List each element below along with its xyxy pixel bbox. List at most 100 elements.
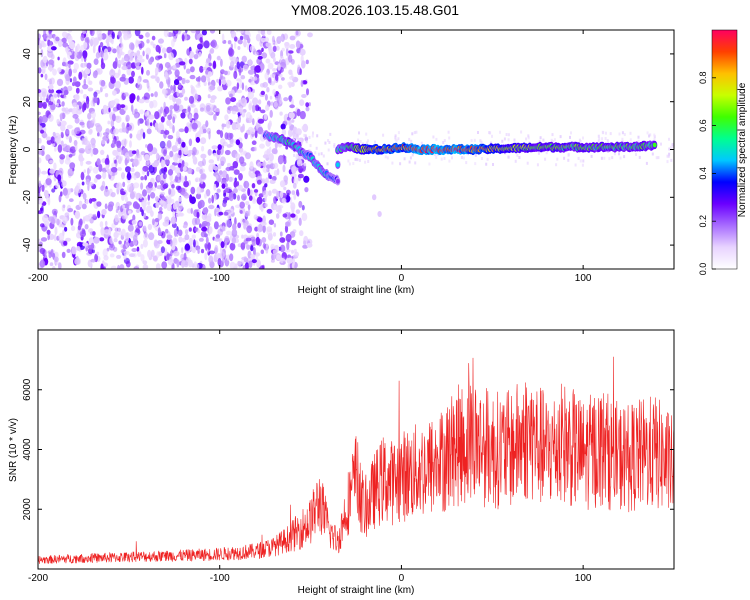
spectrogram-noise-cell	[58, 194, 62, 203]
spectrogram-noise-cell	[142, 239, 148, 248]
spectrogram-noise-cell	[139, 58, 145, 63]
spectrogram-noise-cell	[233, 188, 238, 194]
spectrogram-haze-cell	[358, 131, 360, 135]
spectrogram-noise-cell	[239, 201, 245, 209]
spectrogram-noise-cell	[190, 30, 197, 34]
spectrogram-haze-cell	[501, 139, 504, 143]
spectrogram-noise-cell	[246, 111, 252, 121]
spectrogram-haze-cell	[300, 141, 303, 145]
spectrogram-noise-cell	[303, 175, 310, 183]
spectrogram-noise-cell	[131, 219, 137, 225]
spectrogram-noise-cell	[285, 221, 291, 227]
y-tick-label: 0	[22, 146, 33, 152]
spectrogram-haze-cell	[545, 151, 548, 155]
y-tick-label: -40	[22, 237, 33, 252]
spectrogram-haze-cell	[525, 137, 528, 141]
spectrogram-noise-cell	[271, 148, 278, 155]
spectrogram-haze-cell	[648, 134, 650, 138]
spectrogram-noise-cell	[134, 58, 140, 68]
spectrogram-noise-cell	[90, 258, 96, 263]
spectrogram-noise-cell	[76, 246, 81, 251]
spectrogram-noise-cell	[186, 68, 191, 74]
spectrogram-noise-cell	[62, 229, 65, 237]
spectrogram-noise-cell	[260, 109, 266, 114]
spectrogram-noise-cell	[281, 59, 286, 66]
spectrogram-noise-cell	[72, 76, 77, 84]
spectrogram-noise-cell	[184, 243, 191, 251]
spectrogram-noise-cell	[81, 181, 85, 186]
spectrogram-noise-cell	[55, 89, 62, 94]
spectrogram-noise-cell	[303, 240, 307, 246]
spectrogram-noise-cell	[99, 131, 102, 138]
spectrogram-noise-cell	[204, 252, 208, 261]
spectrogram-noise-cell	[52, 68, 57, 76]
spectrogram-noise-cell	[288, 112, 295, 119]
spectrogram-noise-cell	[205, 189, 211, 197]
spectrogram-noise-cell	[137, 78, 141, 85]
spectrogram-noise-cell	[170, 238, 173, 247]
y-tick-label: 4000	[22, 438, 33, 461]
spectrogram-noise-cell	[155, 263, 161, 269]
spectrogram-noise-cell	[87, 87, 94, 92]
spectrogram-noise-cell	[160, 116, 165, 123]
spectrogram-noise-cell	[184, 175, 188, 182]
spectrogram-noise-cell	[199, 65, 204, 73]
spectrogram-noise-cell	[267, 160, 273, 164]
spectrogram-noise-cell	[237, 46, 241, 50]
spectrogram-noise-cell	[187, 167, 193, 174]
spectrogram-noise-cell	[209, 85, 216, 91]
spectrogram-noise-cell	[170, 216, 177, 225]
spectrogram-noise-cell	[154, 67, 159, 76]
spectrogram-haze-cell	[527, 134, 530, 138]
spectrogram-noise-cell	[299, 99, 305, 106]
spectrogram-noise-cell	[256, 179, 262, 185]
spectrogram-noise-cell	[59, 112, 66, 120]
spectrogram-noise-cell	[168, 188, 172, 195]
spectrogram-noise-cell	[209, 99, 216, 103]
spectrogram-noise-cell	[121, 228, 126, 237]
spectrogram-noise-cell	[73, 140, 78, 146]
spectrogram-noise-cell	[176, 88, 180, 97]
spectrogram-noise-cell	[146, 128, 152, 135]
spectrogram-noise-cell	[225, 260, 230, 266]
spectrogram-noise-cell	[275, 205, 279, 212]
spectrogram-noise-cell	[135, 227, 140, 234]
spectrogram-noise-cell	[289, 35, 296, 41]
spectrogram-noise-cell	[110, 143, 115, 149]
spectrogram-noise-cell	[50, 46, 57, 51]
spectrogram-noise-cell	[124, 196, 128, 203]
spectrogram-noise-cell	[141, 66, 144, 75]
spectrogram-haze-cell	[447, 130, 450, 134]
spectrogram-noise-cell	[74, 127, 81, 135]
spectrogram-noise-cell	[251, 259, 257, 264]
spectrogram-noise-cell	[119, 76, 126, 82]
spectrogram-haze-cell	[651, 152, 654, 156]
spectrogram-noise-cell	[262, 81, 269, 88]
spectrogram-noise-cell	[213, 114, 217, 121]
spectrogram-noise-cell	[214, 208, 217, 217]
spectrogram-noise-cell	[92, 70, 98, 79]
spectrogram-noise-cell	[160, 200, 166, 206]
spectrogram-noise-cell	[209, 48, 215, 54]
spectrogram-noise-cell	[181, 260, 185, 268]
spectrogram-noise-cell	[243, 64, 249, 71]
spectrogram-noise-cell	[220, 241, 225, 249]
spectrogram-noise-cell	[258, 193, 264, 198]
spectrogram-noise-cell	[162, 159, 166, 167]
spectrogram-noise-cell	[251, 183, 256, 189]
spectrogram-noise-cell	[38, 157, 42, 164]
spectrogram-noise-cell	[38, 116, 43, 124]
spectrogram-noise-cell	[124, 138, 127, 148]
spectrogram-noise-cell	[80, 89, 84, 94]
spectrogram-noise-cell	[181, 247, 184, 254]
spectrogram-noise-cell	[159, 81, 164, 89]
spectrogram-noise-cell	[178, 104, 184, 112]
spectrogram-noise-cell	[128, 253, 136, 258]
spectrogram-noise-cell	[301, 204, 305, 211]
spectrogram-noise-cell	[159, 140, 166, 149]
spectrogram-noise-cell	[253, 146, 257, 152]
spectrogram-haze-cell	[329, 132, 332, 136]
spectrogram-noise-cell	[72, 82, 76, 87]
spectrogram-xlabel: Height of straight line (km)	[298, 285, 415, 296]
